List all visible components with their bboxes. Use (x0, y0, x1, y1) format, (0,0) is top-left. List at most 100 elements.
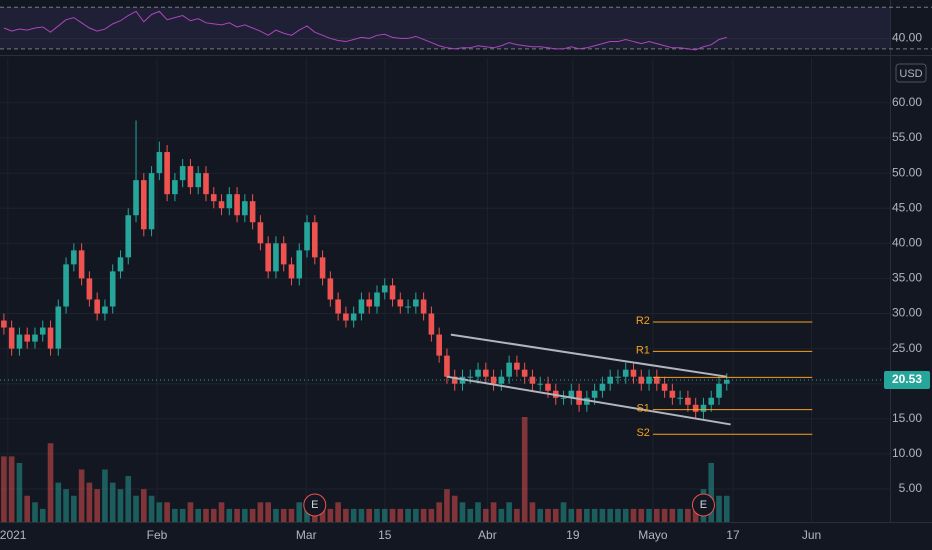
candle-body (716, 383, 722, 398)
candle-body (257, 222, 264, 244)
candle-body (335, 299, 341, 314)
volume-bar (71, 495, 77, 522)
candle-body (156, 152, 163, 174)
candle-body (312, 222, 318, 258)
candle-body (94, 299, 100, 314)
candle-body (638, 376, 645, 384)
last-price-label: 20.53 (892, 372, 922, 386)
volume-bar (498, 508, 505, 522)
candle-body (102, 306, 108, 314)
candle-body (685, 397, 691, 405)
volume-bar (63, 489, 69, 522)
volume-bar (242, 508, 248, 522)
candle-body (708, 397, 715, 405)
candle-body (172, 180, 178, 195)
candle-body (576, 390, 582, 405)
candle-body (140, 180, 147, 230)
channel-line (446, 375, 731, 426)
volume-bar (133, 495, 139, 522)
candle-body (692, 404, 699, 412)
pivot-label: R2 (636, 315, 650, 327)
volume-bar (39, 508, 46, 522)
candle-body (436, 334, 442, 356)
candle-body (203, 173, 209, 195)
volume-bar (389, 508, 396, 522)
candle-body (242, 201, 248, 216)
candle-body (677, 397, 683, 399)
candle-body (296, 250, 303, 279)
volume-bar (273, 508, 279, 522)
volume-bar (646, 508, 652, 522)
volume-bar (420, 508, 427, 522)
y-tick-label: 10.00 (892, 446, 922, 460)
candle-body (63, 264, 69, 307)
candle-body (723, 379, 730, 384)
volume-bar (187, 502, 194, 522)
candle-body (413, 299, 419, 307)
volume-bar (343, 508, 349, 522)
candle-body (210, 194, 217, 202)
volume-bar (381, 508, 388, 522)
currency-box[interactable] (895, 63, 927, 83)
pivot-label: S2 (636, 427, 649, 439)
event-label: E (700, 499, 707, 511)
candle-body (537, 383, 544, 385)
candle-body (319, 257, 326, 279)
volume-bar (156, 502, 163, 522)
candle-body (661, 383, 668, 391)
event-marker[interactable] (303, 493, 327, 517)
y-tick-label: 15.00 (892, 411, 922, 425)
x-tick-label: Mayo (638, 528, 668, 542)
candle-body (514, 362, 520, 370)
volume-bar (708, 462, 715, 522)
candle-body (1, 320, 7, 328)
candle-body (47, 327, 54, 349)
candle-body (630, 369, 637, 377)
candle-body (109, 271, 116, 307)
rsi-tick-label: 40.00 (892, 31, 922, 45)
candle-body (646, 376, 652, 384)
event-marker[interactable] (691, 493, 715, 517)
candle-body (451, 376, 458, 384)
volume-bar (638, 508, 645, 522)
volume-bar (249, 508, 256, 522)
candle-body (16, 334, 23, 349)
candle-body (179, 166, 186, 181)
candle-body (475, 369, 481, 377)
y-tick-label: 5.00 (899, 481, 923, 495)
candle-body (195, 173, 202, 188)
candle-body (24, 334, 31, 342)
x-tick-label: Abr (478, 528, 497, 542)
candle-body (405, 306, 411, 308)
volume-bar (529, 502, 536, 522)
candle-body (350, 313, 357, 321)
candle-body (39, 327, 46, 335)
x-tick-label: 15 (378, 528, 392, 542)
volume-bar (560, 502, 567, 522)
volume-bar (350, 508, 357, 522)
candle-body (273, 243, 279, 272)
volume-bar (490, 502, 497, 522)
volume-bar (265, 502, 271, 522)
volume-bar (654, 508, 660, 522)
candle-body (560, 397, 567, 399)
candle-body (506, 362, 512, 377)
candle-body (78, 250, 85, 279)
x-tick-label: 17 (726, 528, 740, 542)
volume-bar (195, 508, 202, 522)
x-tick-label: 2021 (0, 528, 27, 542)
volume-bar (685, 508, 691, 522)
volume-bar (327, 508, 334, 522)
volume-bar (24, 495, 31, 522)
y-tick-label: 25.00 (892, 341, 922, 355)
volume-bar (319, 508, 326, 522)
candle-body (343, 313, 349, 321)
candle-body (55, 306, 62, 349)
rsi-line (3, 10, 727, 51)
volume-bar (669, 508, 676, 522)
candle-body (599, 383, 606, 391)
volume-bar (459, 502, 466, 522)
y-tick-label: 45.00 (892, 200, 922, 214)
candle-body (288, 264, 295, 279)
volume-bar (78, 469, 85, 522)
